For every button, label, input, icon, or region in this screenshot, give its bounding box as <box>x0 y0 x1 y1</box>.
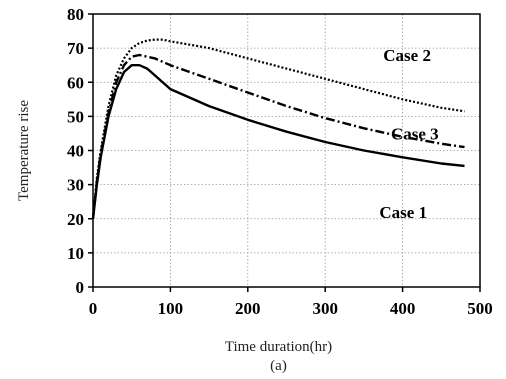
x-tick-label: 300 <box>312 299 338 318</box>
y-axis-title: Temperature rise <box>16 100 32 201</box>
y-tick-label: 30 <box>67 176 84 195</box>
y-tick-label: 80 <box>67 5 84 24</box>
x-tick-label: 200 <box>235 299 261 318</box>
y-tick-label: 10 <box>67 244 84 263</box>
y-tick-label: 50 <box>67 107 84 126</box>
y-tick-label: 20 <box>67 210 84 229</box>
series-lines <box>91 38 465 219</box>
x-tick-label: 100 <box>158 299 184 318</box>
y-axis-ticks: 0 10 20 30 40 50 60 70 80 <box>67 5 93 297</box>
y-tick-label: 70 <box>67 39 84 58</box>
x-tick-label: 500 <box>467 299 493 318</box>
series-label-case-2: Case 2 <box>383 46 431 65</box>
figure-caption: (a) <box>270 358 287 374</box>
y-tick-label: 40 <box>67 142 84 161</box>
y-tick-label: 60 <box>67 73 84 92</box>
series-line-case-3 <box>91 53 465 219</box>
series-label-case-3: Case 3 <box>391 124 439 143</box>
series-labels: Case 2 Case 3 Case 1 <box>379 46 438 222</box>
x-axis-title: Time duration(hr) <box>225 339 332 355</box>
x-tick-label: 0 <box>89 299 98 318</box>
x-axis-ticks: 0 100 200 300 400 500 <box>89 287 493 318</box>
series-label-case-1: Case 1 <box>379 203 427 222</box>
grid <box>93 14 480 287</box>
y-tick-label: 0 <box>76 278 85 297</box>
x-tick-label: 400 <box>390 299 416 318</box>
